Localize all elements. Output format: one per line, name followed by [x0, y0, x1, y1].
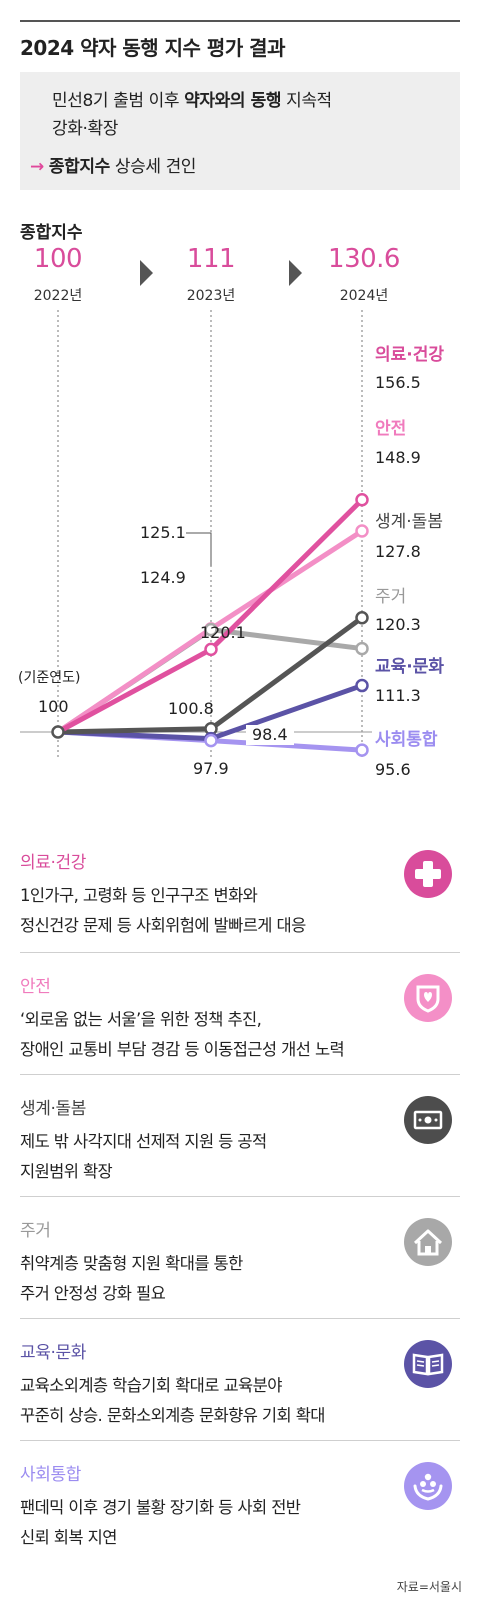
year-label-2023: 2023년 — [186, 288, 236, 304]
base-year-note: (기준연도) — [18, 670, 80, 686]
summary-line-3: → 종합지수 상승세 견인 — [30, 152, 196, 177]
series-name-3: 생계·돌봄 — [375, 512, 443, 532]
summary-text: 지속적 — [281, 91, 332, 111]
category-description-line-2: 장애인 교통비 부담 경감 등 이동접근성 개선 노력 — [20, 1040, 345, 1059]
data-label-education-2023: 98.4 — [252, 725, 288, 744]
summary-highlight: 종합지수 — [48, 157, 110, 177]
cash-icon — [404, 1096, 452, 1144]
series-name-4: 주거 — [375, 587, 406, 607]
data-point — [204, 733, 218, 748]
summary-text: 상승세 견인 — [109, 157, 197, 177]
summary-text: 민선8기 출범 이후 — [52, 91, 185, 111]
arrow-right-icon — [140, 260, 153, 286]
category-title: 안전 — [20, 977, 51, 997]
category-title: 생계·돌봄 — [20, 1099, 86, 1119]
category-description-line-1: 팬데믹 이후 경기 불황 장기화 등 사회 전반 — [20, 1498, 301, 1517]
leader-line — [186, 532, 212, 566]
data-point — [204, 642, 218, 657]
composite-value-2022: 100 — [33, 244, 83, 274]
data-label-2024-2: 148.9 — [375, 448, 421, 467]
house-icon — [404, 1218, 452, 1266]
line-chart: (기준연도) 100 125.1 124.9 120.1 100.8 98.4 97.9 의료·… — [18, 310, 444, 779]
data-label-2024-4: 120.3 — [375, 615, 421, 634]
summary-line-1: 민선8기 출범 이후 약자와의 동행 지속적 — [52, 86, 332, 111]
top-rule — [20, 20, 460, 22]
data-label-safety-2023: 125.1 — [140, 523, 186, 542]
category-divider — [20, 1440, 460, 1441]
data-label-2024-3: 127.8 — [375, 542, 421, 561]
arrow-right-icon — [289, 260, 302, 286]
data-point-base — [51, 725, 65, 739]
data-label-health-2023: 120.1 — [200, 623, 246, 642]
category-item: 안전 ‘외로움 없는 서울’을 위한 정책 추진, 장애인 교통비 부담 경감 등 … — [20, 972, 460, 1076]
data-point — [355, 524, 369, 538]
series-name-6: 사회통합 — [375, 729, 438, 750]
series-name-2: 안전 — [375, 419, 406, 439]
base-value-label: 100 — [38, 697, 69, 716]
summary-highlight: 약자와의 동행 — [184, 91, 282, 111]
data-point — [355, 493, 369, 507]
composite-value-2023: 111 — [186, 244, 236, 274]
category-description-line-2: 정신건강 문제 등 사회위험에 발빠르게 대응 — [20, 916, 306, 935]
data-label-2024-5: 111.3 — [375, 686, 421, 705]
category-description-line-1: 제도 밖 사각지대 선제적 지원 등 공적 — [20, 1132, 267, 1151]
data-point — [355, 641, 369, 656]
series-line-1 — [55, 497, 365, 735]
category-description-line-1: ‘외로움 없는 서울’을 위한 정책 추진, — [20, 1010, 262, 1029]
page-title: 2024 약자 동행 지수 평가 결과 — [20, 36, 285, 60]
arrow-icon: → — [30, 157, 44, 177]
composite-index-label: 종합지수 — [20, 223, 83, 243]
hands-people-icon — [404, 1462, 452, 1510]
source-note: 자료=서울시 — [396, 1580, 462, 1594]
data-point — [355, 678, 369, 693]
category-title: 사회통합 — [20, 1465, 81, 1485]
data-label-2024-1: 156.5 — [375, 373, 421, 392]
category-title: 교육·문화 — [20, 1343, 86, 1363]
category-description-line-2: 신뢰 회복 지연 — [20, 1528, 117, 1547]
series-name-5: 교육·문화 — [375, 657, 444, 677]
category-title: 의료·건강 — [20, 853, 86, 873]
category-description-line-1: 1인가구, 고령화 등 인구구조 변화와 — [20, 886, 258, 905]
composite-value-2024: 130.6 — [328, 244, 400, 274]
category-divider — [20, 1318, 460, 1319]
category-description-line-2: 지원범위 확장 — [20, 1162, 113, 1181]
book-icon — [404, 1340, 452, 1388]
summary-box: 민선8기 출범 이후 약자와의 동행 지속적 강화·확장 → 종합지수 상승세 … — [20, 72, 460, 190]
label-bg — [246, 725, 294, 745]
category-divider — [20, 1074, 460, 1075]
data-label-care-2023: 100.8 — [168, 699, 214, 718]
category-description-line-1: 교육소외계층 학습기회 확대로 교육분야 — [20, 1376, 282, 1395]
data-point — [355, 610, 369, 625]
summary-line-2: 강화·확장 — [52, 119, 118, 139]
medical-cross-icon — [404, 850, 452, 898]
category-description-line-2: 주거 안정성 강화 필요 — [20, 1284, 166, 1303]
category-divider — [20, 1196, 460, 1197]
data-label-housing-2023: 124.9 — [140, 568, 186, 587]
data-label-2024-6: 95.6 — [375, 760, 411, 779]
data-label-social-2023: 97.9 — [193, 759, 229, 778]
data-point — [355, 743, 369, 757]
category-divider — [20, 952, 460, 953]
category-description: ‘외로움 없는 서울’을 위한 정책 추진, 장애인 교통비 부담 경감 등 이동… — [20, 1005, 460, 1065]
year-label-2022: 2022년 — [33, 288, 83, 304]
series-name-1: 의료·건강 — [375, 345, 444, 365]
year-label-2024: 2024년 — [339, 288, 389, 304]
data-point — [204, 622, 218, 637]
shield-icon — [404, 974, 452, 1022]
category-description-line-1: 취약계층 맞춤형 지원 확대를 통한 — [20, 1254, 243, 1273]
category-description-line-2: 꾸준히 상승. 문화소외계층 문화향유 기회 확대 — [20, 1406, 325, 1425]
category-title: 주거 — [20, 1221, 51, 1241]
